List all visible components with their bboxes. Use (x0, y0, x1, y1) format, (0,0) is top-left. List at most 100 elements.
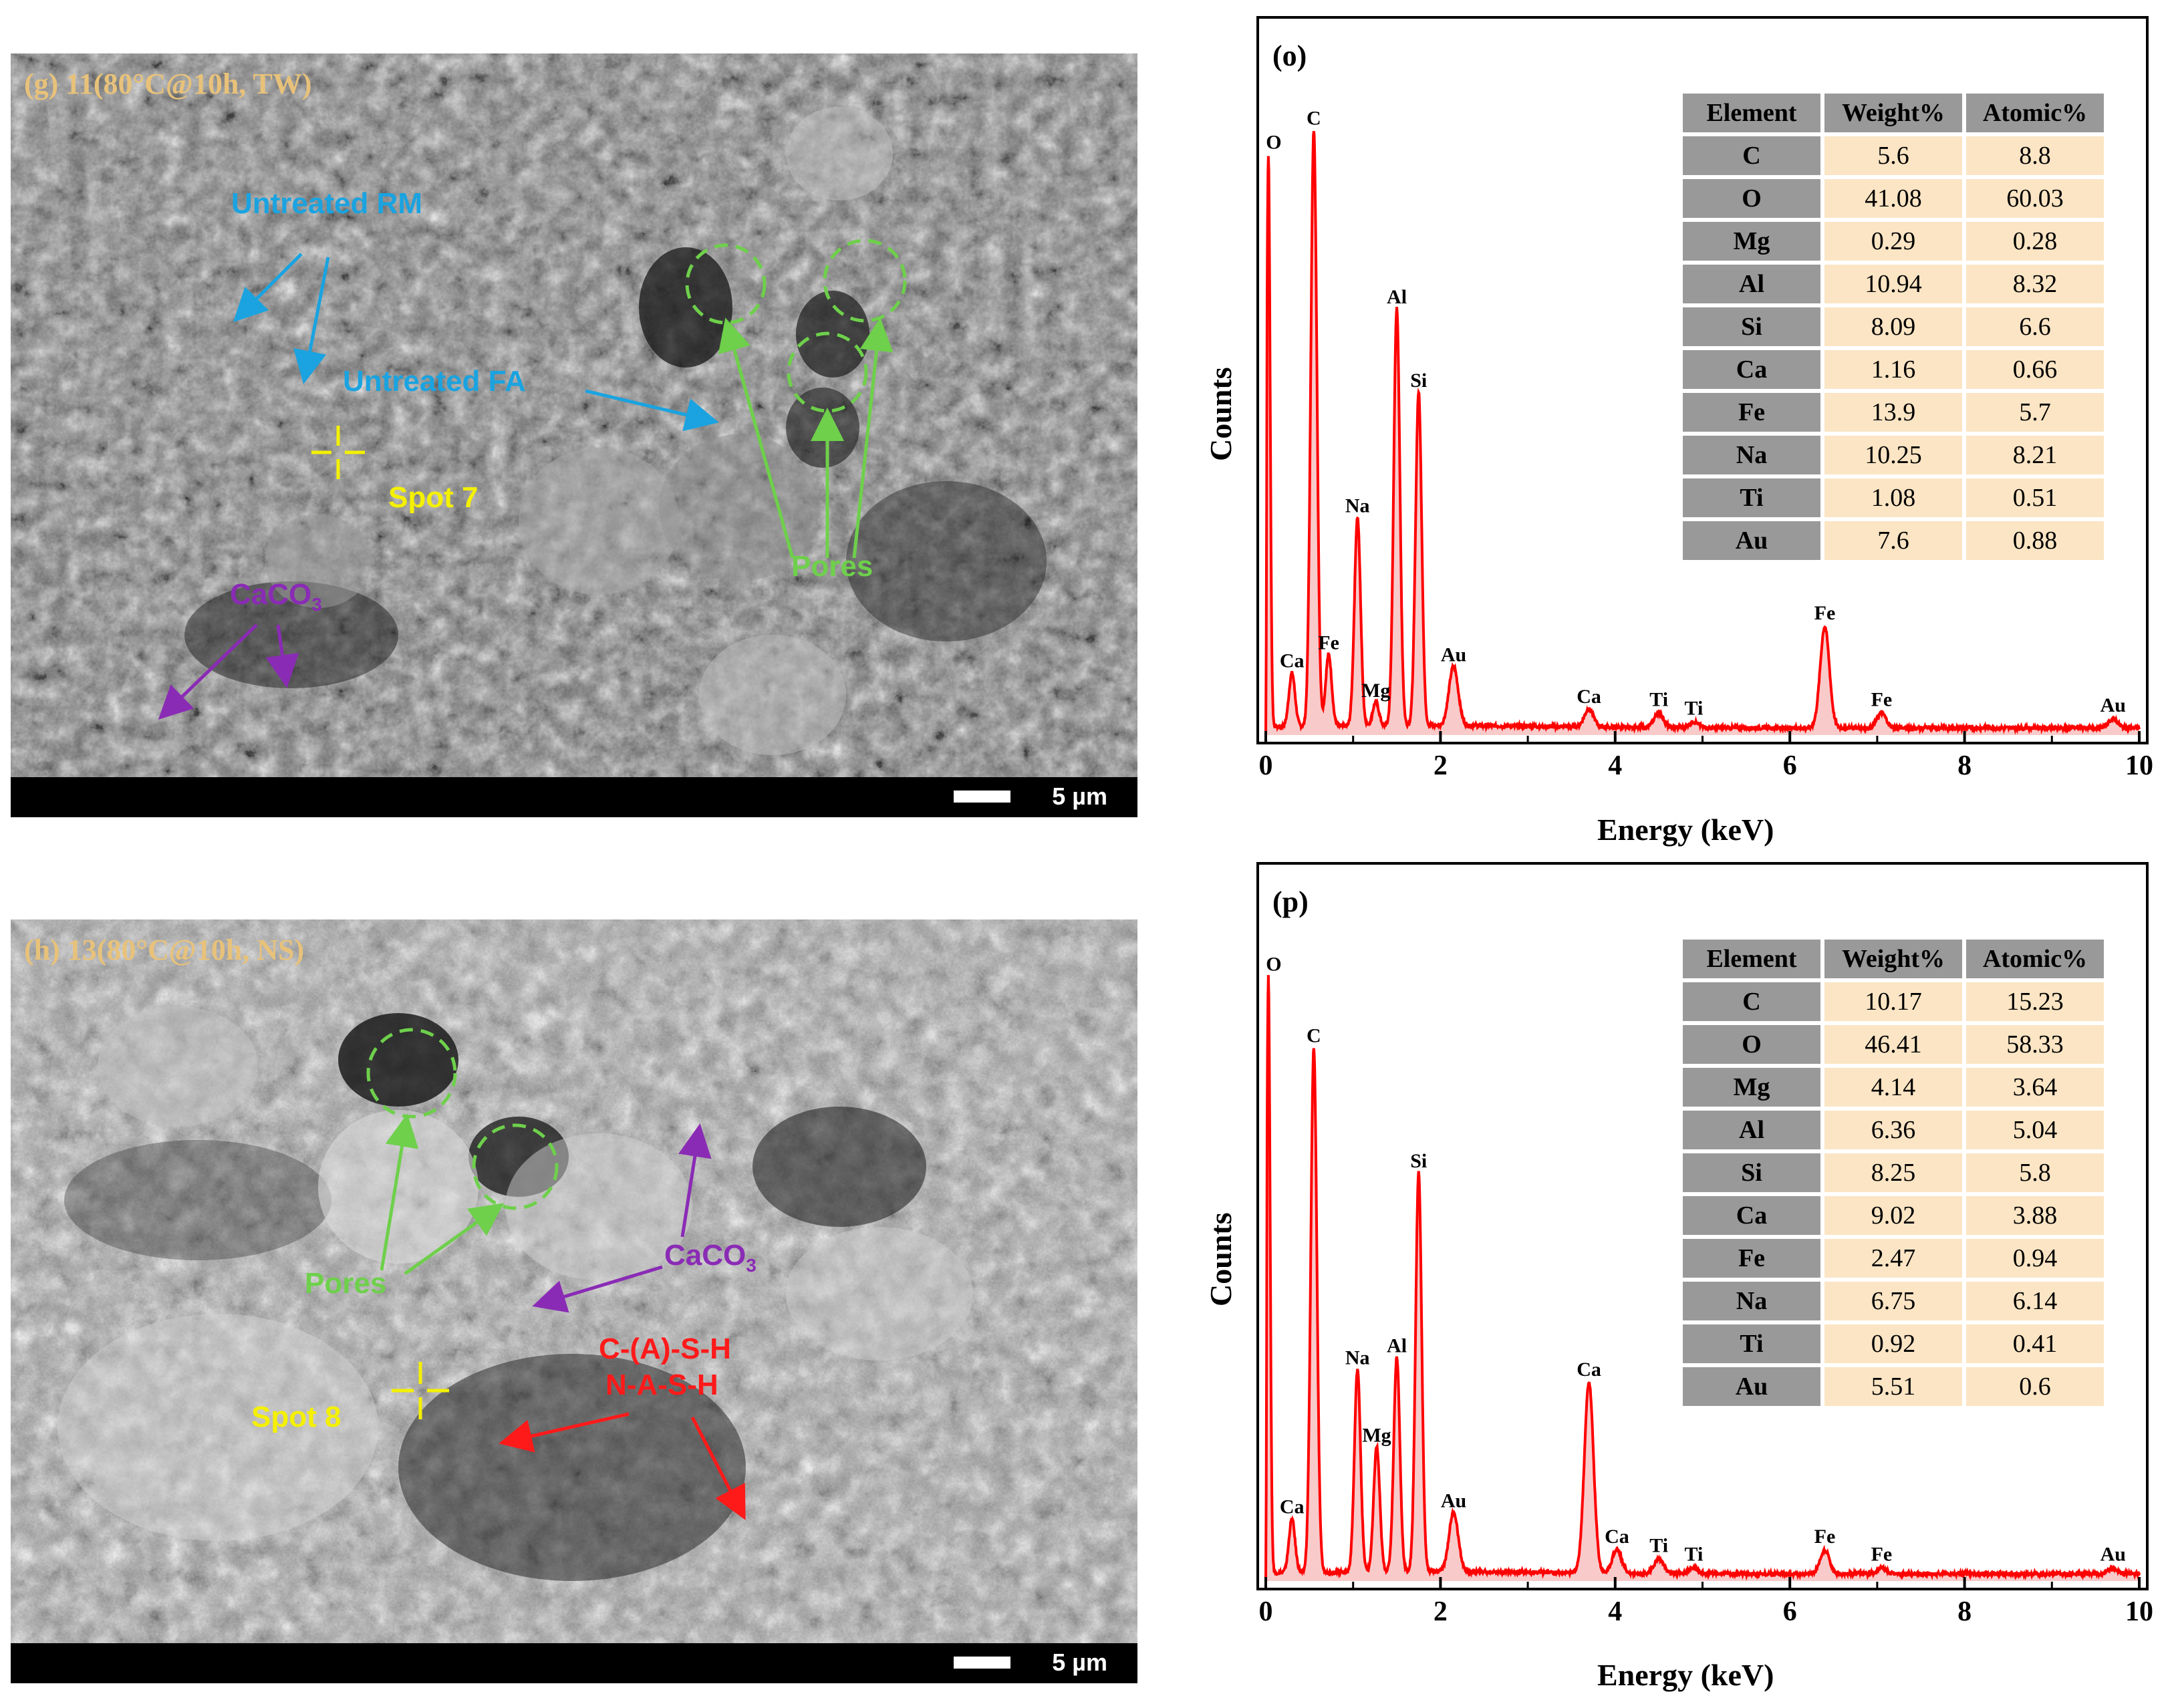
weight-cell: 1.08 (1824, 478, 1962, 517)
spectrum-line (1264, 131, 2141, 736)
atomic-cell: 15.23 (1966, 982, 2104, 1021)
table-row: O 46.41 58.33 (1683, 1025, 2104, 1064)
eds-panel-o: (o) O Ca C Fe Na Mg Al Si Au Ca Ti Ti Fe Fe Au Element… (1256, 16, 2149, 744)
peak-label-fe: Fe (1871, 1544, 1893, 1566)
element-cell: Ti (1683, 478, 1820, 517)
spectrum-o: O Ca C Fe Na Mg Al Si Au Ca Ti Ti Fe Fe Au (1264, 108, 2141, 742)
x-tick-label: 6 (1782, 750, 1797, 781)
peak-label-au: Au (1441, 1489, 1466, 1512)
x-tick-label: 8 (1957, 750, 1972, 781)
x-tick-label: 0 (1258, 1596, 1273, 1627)
element-cell: Ca (1683, 1196, 1820, 1235)
peak-label-ti: Ti (1649, 688, 1668, 710)
atomic-cell: 0.41 (1966, 1324, 2104, 1363)
element-cell: Si (1683, 307, 1820, 346)
peak-label-c: C (1307, 1025, 1321, 1047)
label-spot-8: Spot 8 (251, 1401, 342, 1433)
table-row: Fe 13.9 5.7 (1683, 393, 2104, 432)
atomic-cell: 0.51 (1966, 478, 2104, 517)
peak-label-ca: Ca (1605, 1526, 1629, 1548)
weight-cell: 8.25 (1824, 1153, 1962, 1192)
label-untreated-fa: Untreated FA (343, 365, 526, 398)
table-row: O 41.08 60.03 (1683, 179, 2104, 218)
peak-label-si: Si (1410, 370, 1427, 392)
table-header: Element (1683, 940, 1820, 978)
table-row: Al 10.94 8.32 (1683, 265, 2104, 303)
weight-cell: 5.6 (1824, 136, 1962, 175)
table-row: Na 10.25 8.21 (1683, 436, 2104, 474)
ylabel-o: Counts (1204, 367, 1238, 461)
label-c-a-s-h: C-(A)-S-H (599, 1332, 731, 1365)
x-tick-label: 10 (2125, 750, 2153, 781)
sem-image-g: (g) 11(80°C@10h, TW) Untreated RM Untrea… (11, 53, 1137, 817)
element-cell: Na (1683, 436, 1820, 474)
x-tick-label: 4 (1608, 750, 1623, 781)
atomic-cell: 5.8 (1966, 1153, 2104, 1192)
x-tick-label: 2 (1433, 1596, 1448, 1627)
scalebar-text-g: 5 µm (1052, 782, 1107, 810)
peak-label-o: O (1266, 954, 1281, 976)
peak-label-ti: Ti (1685, 698, 1704, 720)
sem-texture-g (11, 53, 1137, 817)
peak-label-mg: Mg (1361, 680, 1390, 702)
table-row: Fe 2.47 0.94 (1683, 1239, 2104, 1278)
weight-cell: 46.41 (1824, 1025, 1962, 1064)
peak-label-ti: Ti (1685, 1544, 1704, 1566)
atomic-cell: 3.88 (1966, 1196, 2104, 1235)
atomic-cell: 8.8 (1966, 136, 2104, 175)
peak-label-ca: Ca (1280, 1496, 1305, 1518)
weight-cell: 2.47 (1824, 1239, 1962, 1278)
xlabel-o: Energy (keV) (1597, 813, 1774, 847)
peak-label-au: Au (2100, 694, 2126, 716)
peak-label-fe: Fe (1318, 632, 1339, 654)
table-row: Na 6.75 6.14 (1683, 1282, 2104, 1320)
label-pores-g: Pores (791, 550, 873, 583)
table-row: Ti 1.08 0.51 (1683, 478, 2104, 517)
x-tick-label: 0 (1258, 750, 1273, 781)
composition-table-o: Element Weight% Atomic% C 5.6 8.8 O 41.08 60… (1679, 90, 2108, 564)
element-cell: Al (1683, 265, 1820, 303)
atomic-cell: 6.6 (1966, 307, 2104, 346)
scalebar-strip-h: 5 µm (11, 1643, 1137, 1683)
scalebar-text-h: 5 µm (1052, 1649, 1107, 1676)
peak-label-si: Si (1410, 1150, 1427, 1172)
table-row: Mg 4.14 3.64 (1683, 1068, 2104, 1107)
peak-label-ca: Ca (1577, 686, 1601, 708)
atomic-cell: 5.7 (1966, 393, 2104, 432)
element-cell: Si (1683, 1153, 1820, 1192)
element-cell: Mg (1683, 222, 1820, 261)
weight-cell: 6.36 (1824, 1111, 1962, 1149)
peak-label-al: Al (1387, 1335, 1407, 1357)
peak-label-au: Au (1441, 644, 1466, 666)
weight-cell: 8.09 (1824, 307, 1962, 346)
eds-panel-p: (p) O Ca C Na Mg Al Si Au Ca Ca Ti Ti Fe Fe Au Element… (1256, 862, 2149, 1590)
label-spot-7: Spot 7 (388, 481, 479, 514)
atomic-cell: 0.6 (1966, 1367, 2104, 1406)
x-tick-label: 4 (1608, 1596, 1623, 1627)
sem-image-h: (h) 13(80°C@10h, NS) Pores CaCO3 Spot 8 … (11, 919, 1137, 1683)
element-cell: Mg (1683, 1068, 1820, 1107)
sem-title-g: (g) 11(80°C@10h, TW) (24, 67, 312, 100)
composition-table-p: Element Weight% Atomic% C 10.17 15.23 O 46.… (1679, 936, 2108, 1410)
table-row: Al 6.36 5.04 (1683, 1111, 2104, 1149)
atomic-cell: 0.28 (1966, 222, 2104, 261)
weight-cell: 10.25 (1824, 436, 1962, 474)
element-cell: C (1683, 136, 1820, 175)
weight-cell: 7.6 (1824, 521, 1962, 560)
panel-label-p: (p) (1272, 885, 1309, 918)
ylabel-p: Counts (1204, 1212, 1238, 1306)
weight-cell: 1.16 (1824, 350, 1962, 389)
atomic-cell: 3.64 (1966, 1068, 2104, 1107)
atomic-cell: 0.66 (1966, 350, 2104, 389)
panel-label-o: (o) (1272, 39, 1307, 72)
table-header: Element (1683, 94, 1820, 132)
atomic-cell: 6.14 (1966, 1282, 2104, 1320)
table-row: C 10.17 15.23 (1683, 982, 2104, 1021)
element-cell: Ca (1683, 350, 1820, 389)
weight-cell: 0.92 (1824, 1324, 1962, 1363)
element-cell: Ti (1683, 1324, 1820, 1363)
sem-texture-h (11, 919, 1137, 1683)
sem-title-h: (h) 13(80°C@10h, NS) (24, 934, 305, 966)
weight-cell: 10.94 (1824, 265, 1962, 303)
element-cell: Au (1683, 1367, 1820, 1406)
